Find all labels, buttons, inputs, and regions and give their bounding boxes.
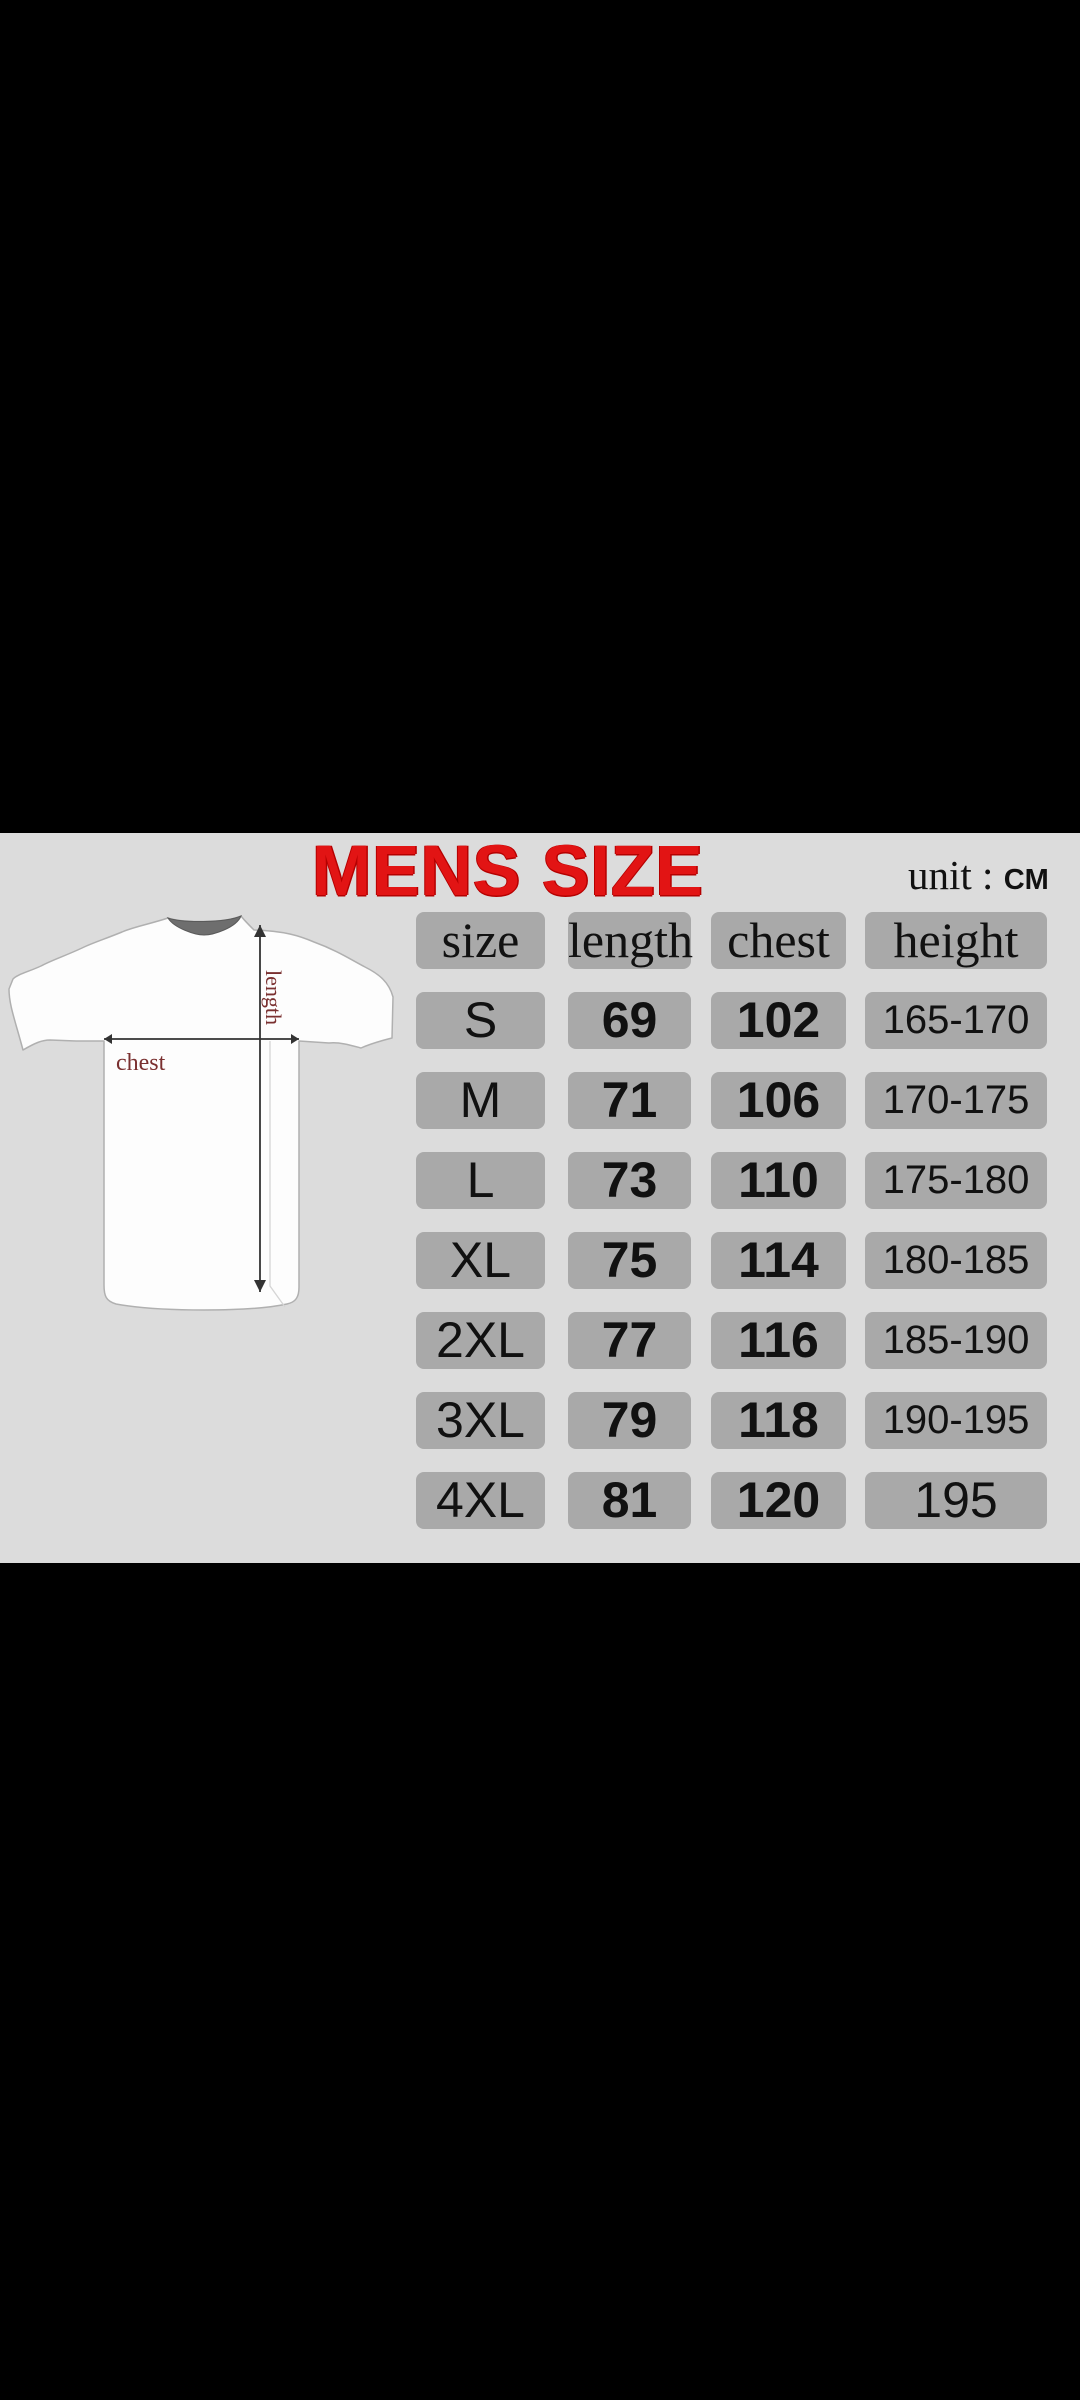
svg-text:chest: chest <box>116 1050 166 1076</box>
svg-text:length: length <box>261 970 286 1025</box>
